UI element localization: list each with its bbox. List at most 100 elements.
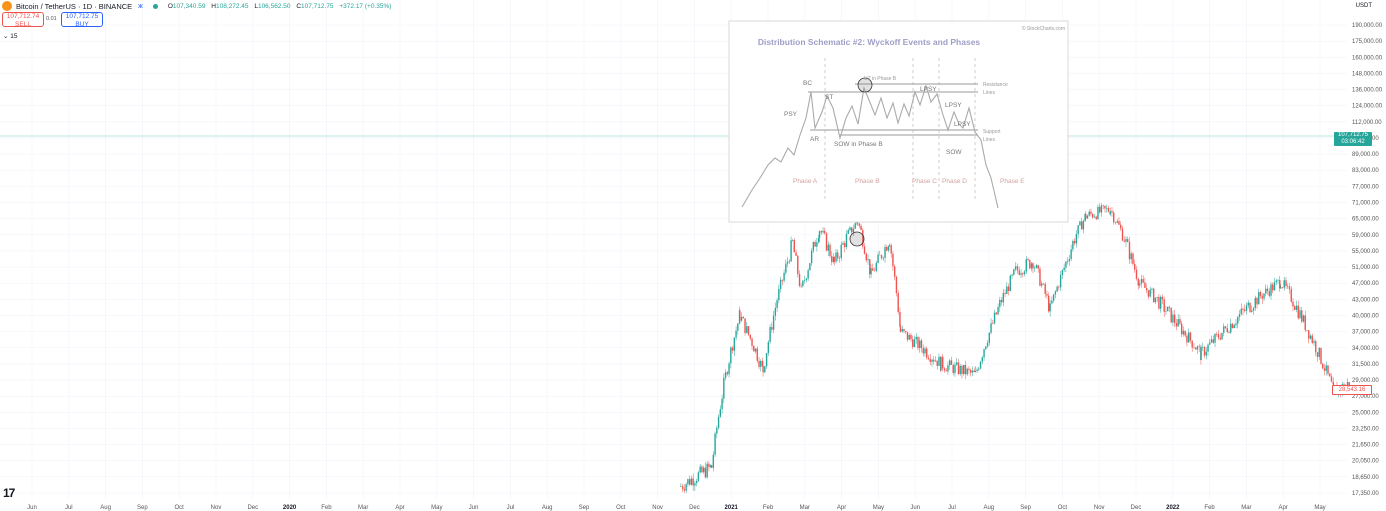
price-axis[interactable]: 190,000.00 175,000.00 160,000.00 148,000.00… xyxy=(1352,23,1383,497)
candle xyxy=(985,346,987,351)
buy-button[interactable]: 107,712.75 BUY xyxy=(61,12,103,28)
candle xyxy=(1280,284,1282,289)
candle xyxy=(1272,282,1274,294)
candle xyxy=(779,276,782,293)
price-tick: 160,000.00 xyxy=(1352,55,1383,61)
candle xyxy=(970,368,972,377)
candle xyxy=(1114,221,1117,225)
price-tick: 51,000.00 xyxy=(1352,265,1379,271)
price-tick: 40,000.00 xyxy=(1352,313,1379,319)
symbol-header: Bitcoin / TetherUS · 1D · BINANCE ж O107… xyxy=(2,0,395,12)
candle xyxy=(1302,314,1305,324)
candle xyxy=(1104,205,1106,213)
candle xyxy=(1290,286,1292,304)
candle xyxy=(1065,260,1067,272)
time-axis[interactable]: Jun Jul Aug Sep Oct Nov Dec 2020 Feb Mar Apr May Jun… xyxy=(27,505,1326,511)
sell-price: 107,712.74 xyxy=(6,13,40,20)
candle xyxy=(704,462,707,479)
candle xyxy=(1285,277,1287,289)
candle xyxy=(1007,283,1010,296)
candle xyxy=(724,369,727,381)
indicators-toggle[interactable]: ⌄ 15 xyxy=(3,32,18,40)
price-tick: 20,050.00 xyxy=(1352,459,1379,465)
candle xyxy=(690,475,693,486)
time-tick: Apr xyxy=(837,505,846,511)
candlestick-series xyxy=(680,203,1350,493)
candle xyxy=(1147,290,1150,300)
schematic-title: Distribution Schematic #2: Wyckoff Event… xyxy=(758,37,981,47)
currency-label[interactable]: USDT xyxy=(1355,3,1372,9)
candle xyxy=(1256,297,1258,309)
candle xyxy=(1316,351,1319,362)
candle xyxy=(1106,204,1108,213)
candle xyxy=(1329,372,1331,377)
tradingview-logo-icon[interactable]: 17 xyxy=(3,486,15,500)
candle xyxy=(1231,322,1234,329)
candle xyxy=(1270,281,1272,300)
candle xyxy=(1194,346,1197,350)
price-tick: 59,000.00 xyxy=(1352,233,1379,239)
time-tick: Mar xyxy=(358,505,368,511)
label-support: Support xyxy=(983,129,1001,135)
candle xyxy=(956,357,958,366)
candle xyxy=(1075,230,1078,248)
candle xyxy=(845,230,848,250)
candle xyxy=(1279,276,1281,292)
candle xyxy=(1273,277,1276,291)
candle xyxy=(754,348,757,354)
candle xyxy=(790,236,792,263)
candle xyxy=(913,335,916,348)
time-tick: Feb xyxy=(321,505,332,511)
candle xyxy=(1128,236,1131,264)
price-tick: 29,000.00 xyxy=(1352,378,1379,384)
candle xyxy=(744,318,746,336)
candle xyxy=(1226,323,1228,334)
candle xyxy=(1142,275,1144,284)
candle xyxy=(1219,333,1221,341)
candle xyxy=(717,414,720,430)
candle xyxy=(1287,283,1289,290)
candle xyxy=(1059,270,1062,291)
candle xyxy=(1151,287,1153,294)
candle xyxy=(882,256,884,261)
candle xyxy=(710,464,713,469)
candle xyxy=(1000,297,1003,306)
candle xyxy=(1121,225,1124,242)
time-tick: May xyxy=(1314,505,1325,511)
candle xyxy=(726,370,729,376)
candle xyxy=(1144,277,1146,288)
candle xyxy=(1152,287,1155,303)
price-tick: 124,000.00 xyxy=(1352,104,1383,110)
candle xyxy=(1189,331,1192,344)
candle xyxy=(1288,283,1291,294)
time-tick: Dec xyxy=(1131,505,1142,511)
candle xyxy=(899,324,902,333)
candle xyxy=(915,333,917,344)
time-tick: Jul xyxy=(65,505,73,511)
time-tick: Feb xyxy=(1204,505,1215,511)
price-tick: 71,000.00 xyxy=(1352,201,1379,207)
candle xyxy=(731,345,734,354)
candle xyxy=(978,366,980,371)
candle xyxy=(737,322,739,335)
candle xyxy=(749,334,751,341)
candle xyxy=(1100,203,1103,217)
price-tick: 47,000.00 xyxy=(1352,281,1379,287)
price-tick: 112,000.00 xyxy=(1352,120,1382,126)
candle xyxy=(1018,266,1020,276)
candle xyxy=(1177,313,1179,327)
candle xyxy=(753,345,755,352)
candle xyxy=(1242,307,1244,316)
candle xyxy=(949,358,951,370)
symbol-title[interactable]: Bitcoin / TetherUS · 1D · BINANCE xyxy=(16,1,133,11)
wyckoff-schematic-image: © StockCharts.com Distribution Schematic… xyxy=(728,20,1069,223)
candle xyxy=(1304,310,1306,333)
sell-button[interactable]: 107,712.74 SELL xyxy=(2,12,44,28)
candle xyxy=(1320,347,1322,365)
candle xyxy=(1325,361,1327,376)
label-ar: AR xyxy=(810,136,819,143)
price-tick: 136,000.00 xyxy=(1352,88,1383,94)
candle xyxy=(908,333,910,340)
candle xyxy=(1149,286,1151,298)
